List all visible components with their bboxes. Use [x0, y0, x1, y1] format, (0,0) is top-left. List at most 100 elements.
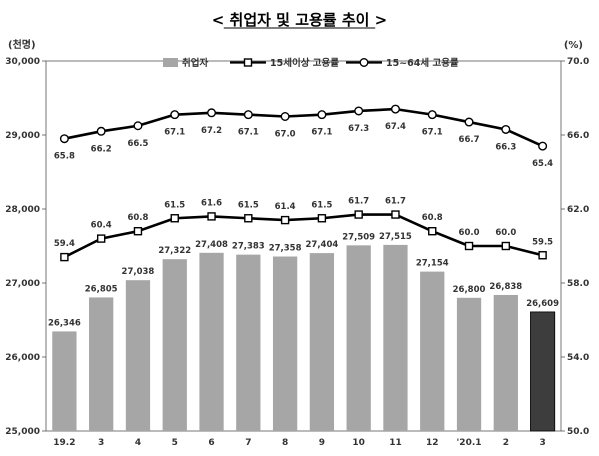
left-axis-tick-label: 29,000	[5, 131, 40, 141]
point-value-label: 66.7	[459, 135, 480, 145]
bar	[346, 245, 371, 431]
point-value-label: 59.5	[532, 237, 553, 247]
point-value-label: 60.8	[127, 213, 148, 223]
x-axis-tick-label: 7	[245, 438, 251, 448]
x-axis-tick-label: 19.2	[53, 438, 75, 448]
left-axis-tick-label: 30,000	[5, 57, 40, 67]
point-value-label: 61.7	[385, 197, 406, 207]
series-point	[207, 212, 216, 221]
series-point	[464, 241, 474, 251]
bar	[89, 297, 114, 431]
series-point	[354, 106, 364, 116]
bar-value-label: 27,383	[232, 242, 265, 252]
point-value-label: 67.1	[164, 128, 185, 138]
series-point	[428, 226, 437, 236]
bar-value-label: 27,509	[342, 232, 375, 242]
point-value-label: 61.5	[164, 200, 185, 210]
series-point	[207, 108, 217, 118]
point-value-label: 67.1	[238, 128, 259, 138]
series-point	[501, 124, 511, 134]
legend-label: 15세이상 고용률	[270, 57, 339, 69]
bar	[530, 311, 556, 432]
point-value-label: 67.0	[275, 130, 296, 140]
x-axis-tick-label: 2	[503, 438, 509, 448]
right-axis-tick-label: 54.0	[567, 353, 589, 363]
bar	[52, 331, 77, 431]
point-value-label: 59.4	[54, 239, 75, 249]
axes: 25,000 26,000 27,000 28,000 29,000 30,000 50.0…	[5, 27, 589, 448]
bar-value-label: 27,408	[195, 240, 228, 250]
bar	[456, 297, 482, 431]
point-value-label: 67.1	[311, 128, 332, 138]
x-axis-tick-label: '20.1	[457, 438, 482, 448]
series-point	[243, 110, 253, 120]
chart-title: < 취업자 및 고용률 추이 >	[212, 11, 387, 29]
series-point	[60, 252, 69, 262]
right-axis-tick-label: 70.0	[567, 57, 589, 67]
series-point	[170, 214, 179, 223]
bar-value-label: 26,346	[48, 318, 81, 328]
left-axis-unit: (천명)	[8, 38, 36, 51]
series-point	[96, 126, 106, 136]
legend-marker-circle	[359, 58, 369, 68]
series-point	[280, 215, 290, 225]
right-axis-tick-label: 50.0	[567, 427, 589, 437]
bar	[125, 280, 151, 431]
bar	[493, 294, 518, 431]
point-value-label: 61.5	[311, 200, 332, 210]
x-axis-tick-label: 4	[135, 438, 141, 448]
legend-marker-square	[243, 58, 253, 67]
point-value-label: 60.0	[495, 228, 516, 238]
series-point	[317, 214, 327, 223]
point-value-label: 60.8	[422, 213, 443, 223]
series-point	[354, 210, 363, 219]
bar-value-label: 27,038	[122, 267, 155, 277]
legend-label: 15~64세 고용률	[386, 57, 459, 69]
series-point	[391, 210, 400, 219]
bar-value-label: 26,609	[526, 299, 559, 309]
point-value-label: 66.5	[127, 139, 148, 149]
series-point	[538, 141, 548, 151]
point-value-label: 67.3	[348, 124, 369, 134]
series-point	[244, 214, 253, 223]
right-axis-tick-label: 66.0	[567, 131, 589, 141]
x-axis-tick-label: 10	[352, 438, 365, 448]
bar-value-label: 27,515	[379, 232, 412, 242]
plot-area-border	[45, 60, 562, 432]
point-value-label: 61.5	[238, 200, 259, 210]
series-point	[464, 117, 474, 127]
line-series: 59.4 60.4 60.8 61.5 61.6 61.5 61.4 61.5 61.7 61.7…	[54, 104, 553, 262]
point-value-label: 67.1	[422, 128, 443, 138]
series-line	[64, 107, 544, 148]
bar-value-label: 27,154	[416, 259, 449, 269]
series-point	[390, 104, 400, 114]
bar-series: 26,346 26,805 27,038 27,322 27,408 27,383 27,3…	[48, 232, 559, 432]
series-point	[170, 110, 180, 120]
point-value-label: 67.2	[201, 126, 222, 136]
plot-frame	[45, 60, 562, 432]
legend: 취업자 15세이상 고용률 15~64세 고용률	[163, 57, 459, 69]
point-value-label: 65.4	[532, 159, 553, 169]
bar-value-label: 26,800	[453, 285, 486, 295]
series-point	[59, 134, 69, 144]
right-axis-tick-label: 62.0	[567, 205, 589, 215]
point-value-label: 66.3	[495, 142, 516, 152]
legend-swatch-bar	[163, 58, 178, 67]
series-point	[538, 251, 547, 260]
point-value-label: 65.8	[54, 152, 75, 162]
bar-value-label: 27,322	[158, 246, 191, 256]
bar-value-label: 27,358	[269, 244, 302, 254]
bar	[383, 244, 408, 431]
x-axis-tick-label: 9	[319, 438, 325, 448]
series-line	[63, 213, 543, 259]
left-axis-tick-label: 27,000	[5, 279, 40, 289]
legend-label: 취업자	[182, 57, 208, 69]
point-value-label: 61.6	[201, 198, 222, 208]
x-axis-tick-label: 5	[172, 438, 178, 448]
series-point	[133, 121, 143, 131]
series-point	[427, 110, 437, 120]
bar	[309, 253, 335, 431]
bar	[236, 254, 261, 431]
left-axis-tick-label: 25,000	[5, 427, 40, 437]
